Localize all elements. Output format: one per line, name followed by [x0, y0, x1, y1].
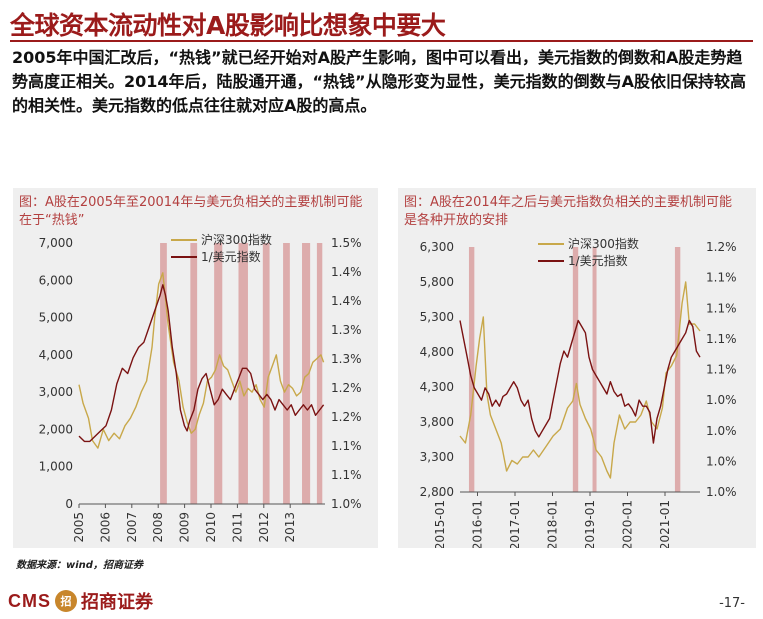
right-series-usd-inverse-line	[459, 319, 701, 444]
right-x-tick-label: 2015-01	[433, 500, 447, 548]
left-shaded-band	[262, 243, 270, 504]
chart-right: 6,300 5,800 5,300 4,800 4,300 3,800 3,300 2,800…	[420, 236, 737, 548]
right-y-left-tick: 2,800	[420, 485, 454, 499]
right-y-left-tick: 3,800	[420, 415, 454, 429]
left-y-right-tick: 1.0%	[331, 497, 362, 511]
right-y-right-tick: 1.0%	[706, 485, 737, 499]
body-paragraph: 2005年中国汇改后，“热钱”就已经开始对A股产生影响，图中可以看出，美元指数的…	[12, 48, 746, 115]
left-shaded-band	[214, 243, 223, 504]
left-y-right-tick: 1.3%	[331, 323, 362, 337]
left-shaded-band	[316, 243, 323, 504]
left-x-tick-label: 2013	[283, 512, 297, 543]
chart-left: 7,000 6,000 5,000 4,000 3,000 2,000 1,000 0 1.5%…	[39, 232, 362, 543]
left-x-tick-label: 2012	[257, 512, 271, 543]
right-y-left-tick: 5,300	[420, 310, 454, 324]
left-series-usd-inverse-line	[78, 284, 325, 443]
right-y-right-tick: 1.1%	[706, 301, 737, 315]
left-legend-label: 沪深300指数	[201, 232, 272, 247]
brand-mark-icon: 招	[55, 590, 77, 612]
right-x-tick-label: 2021-01	[658, 500, 672, 548]
left-series-hs300-line	[78, 272, 325, 449]
right-legend-label: 1/美元指数	[568, 253, 628, 268]
right-y-left-tick: 4,300	[420, 380, 454, 394]
left-y-left-tick: 2,000	[39, 422, 73, 436]
left-y-left-tick: 1,000	[39, 460, 73, 474]
left-shaded-band	[160, 243, 167, 504]
right-x-tick-label: 2016-01	[471, 500, 485, 548]
left-y-right-tick: 1.3%	[331, 352, 362, 366]
right-y-right-tick: 1.1%	[706, 363, 737, 377]
data-source: 数据来源：wind，招商证券	[16, 560, 143, 571]
brand-cms: CMS	[8, 590, 51, 611]
left-y-left-tick: 5,000	[39, 311, 73, 325]
right-x-tick-label: 2017-01	[508, 500, 522, 548]
right-legend-label: 沪深300指数	[568, 236, 639, 251]
left-y-right-tick: 1.2%	[331, 381, 362, 395]
right-x-tick-label: 2018-01	[546, 500, 560, 548]
right-y-left-tick: 3,300	[420, 450, 454, 464]
left-y-right-tick: 1.4%	[331, 294, 362, 308]
brand-name: 招商证券	[81, 592, 153, 613]
right-y-right-tick: 1.1%	[706, 271, 737, 285]
right-y-left-tick: 4,800	[420, 345, 454, 359]
right-y-right-tick: 1.0%	[706, 454, 737, 468]
left-y-left-tick: 0	[65, 497, 73, 511]
right-y-right-tick: 1.1%	[706, 332, 737, 346]
right-x-tick-label: 2020-01	[621, 500, 635, 548]
left-shaded-band	[190, 243, 198, 504]
left-x-tick-label: 2008	[151, 512, 165, 543]
right-series-hs300-line	[459, 281, 701, 479]
right-y-left-tick: 6,300	[420, 240, 454, 254]
page-title: 全球资本流动性对A股影响比想象中要大	[10, 11, 446, 40]
left-y-right-tick: 1.5%	[331, 236, 362, 250]
chart-title-left: 图：A股在2005年至20014年与美元负相关的主要机制可能在于“热钱”	[19, 195, 363, 228]
left-y-right-tick: 1.1%	[331, 439, 362, 453]
left-y-left-tick: 6,000	[39, 273, 73, 287]
right-y-left-tick: 5,800	[420, 275, 454, 289]
right-shaded-band	[674, 247, 681, 492]
right-shaded-band	[572, 247, 579, 492]
left-y-left-tick: 4,000	[39, 348, 73, 362]
left-x-tick-label: 2009	[178, 512, 192, 543]
left-legend-label: 1/美元指数	[201, 249, 261, 264]
left-shaded-band	[302, 243, 311, 504]
left-x-tick-label: 2006	[98, 512, 112, 543]
title-rule	[10, 40, 753, 42]
left-x-tick-label: 2005	[72, 512, 86, 543]
left-shaded-band	[238, 243, 248, 504]
left-x-tick-label: 2011	[230, 512, 244, 543]
left-y-right-tick: 1.4%	[331, 265, 362, 279]
left-y-left-tick: 3,000	[39, 385, 73, 399]
right-y-right-tick: 1.0%	[706, 393, 737, 407]
right-x-tick-label: 2019-01	[583, 500, 597, 548]
left-shaded-band	[283, 243, 290, 504]
chart-title-right: 图：A股在2014年之后与美元指数负相关的主要机制可能是各种开放的安排	[404, 195, 732, 228]
left-x-tick-label: 2010	[204, 512, 218, 543]
left-y-right-tick: 1.2%	[331, 410, 362, 424]
right-shaded-band	[592, 247, 597, 492]
right-shaded-band	[468, 247, 475, 492]
chart-panel-right: 图：A股在2014年之后与美元指数负相关的主要机制可能是各种开放的安排 6,30…	[398, 188, 756, 548]
left-x-tick-label: 2007	[125, 512, 139, 543]
right-y-right-tick: 1.2%	[706, 240, 737, 254]
chart-panel-left: 图：A股在2005年至20014年与美元负相关的主要机制可能在于“热钱” 7,0…	[13, 188, 378, 548]
page-number: -17-	[719, 596, 745, 611]
left-y-left-tick: 7,000	[39, 236, 73, 250]
brand-logo: CMS 招 招商证券	[8, 588, 153, 614]
left-y-right-tick: 1.1%	[331, 468, 362, 482]
right-y-right-tick: 1.0%	[706, 424, 737, 438]
